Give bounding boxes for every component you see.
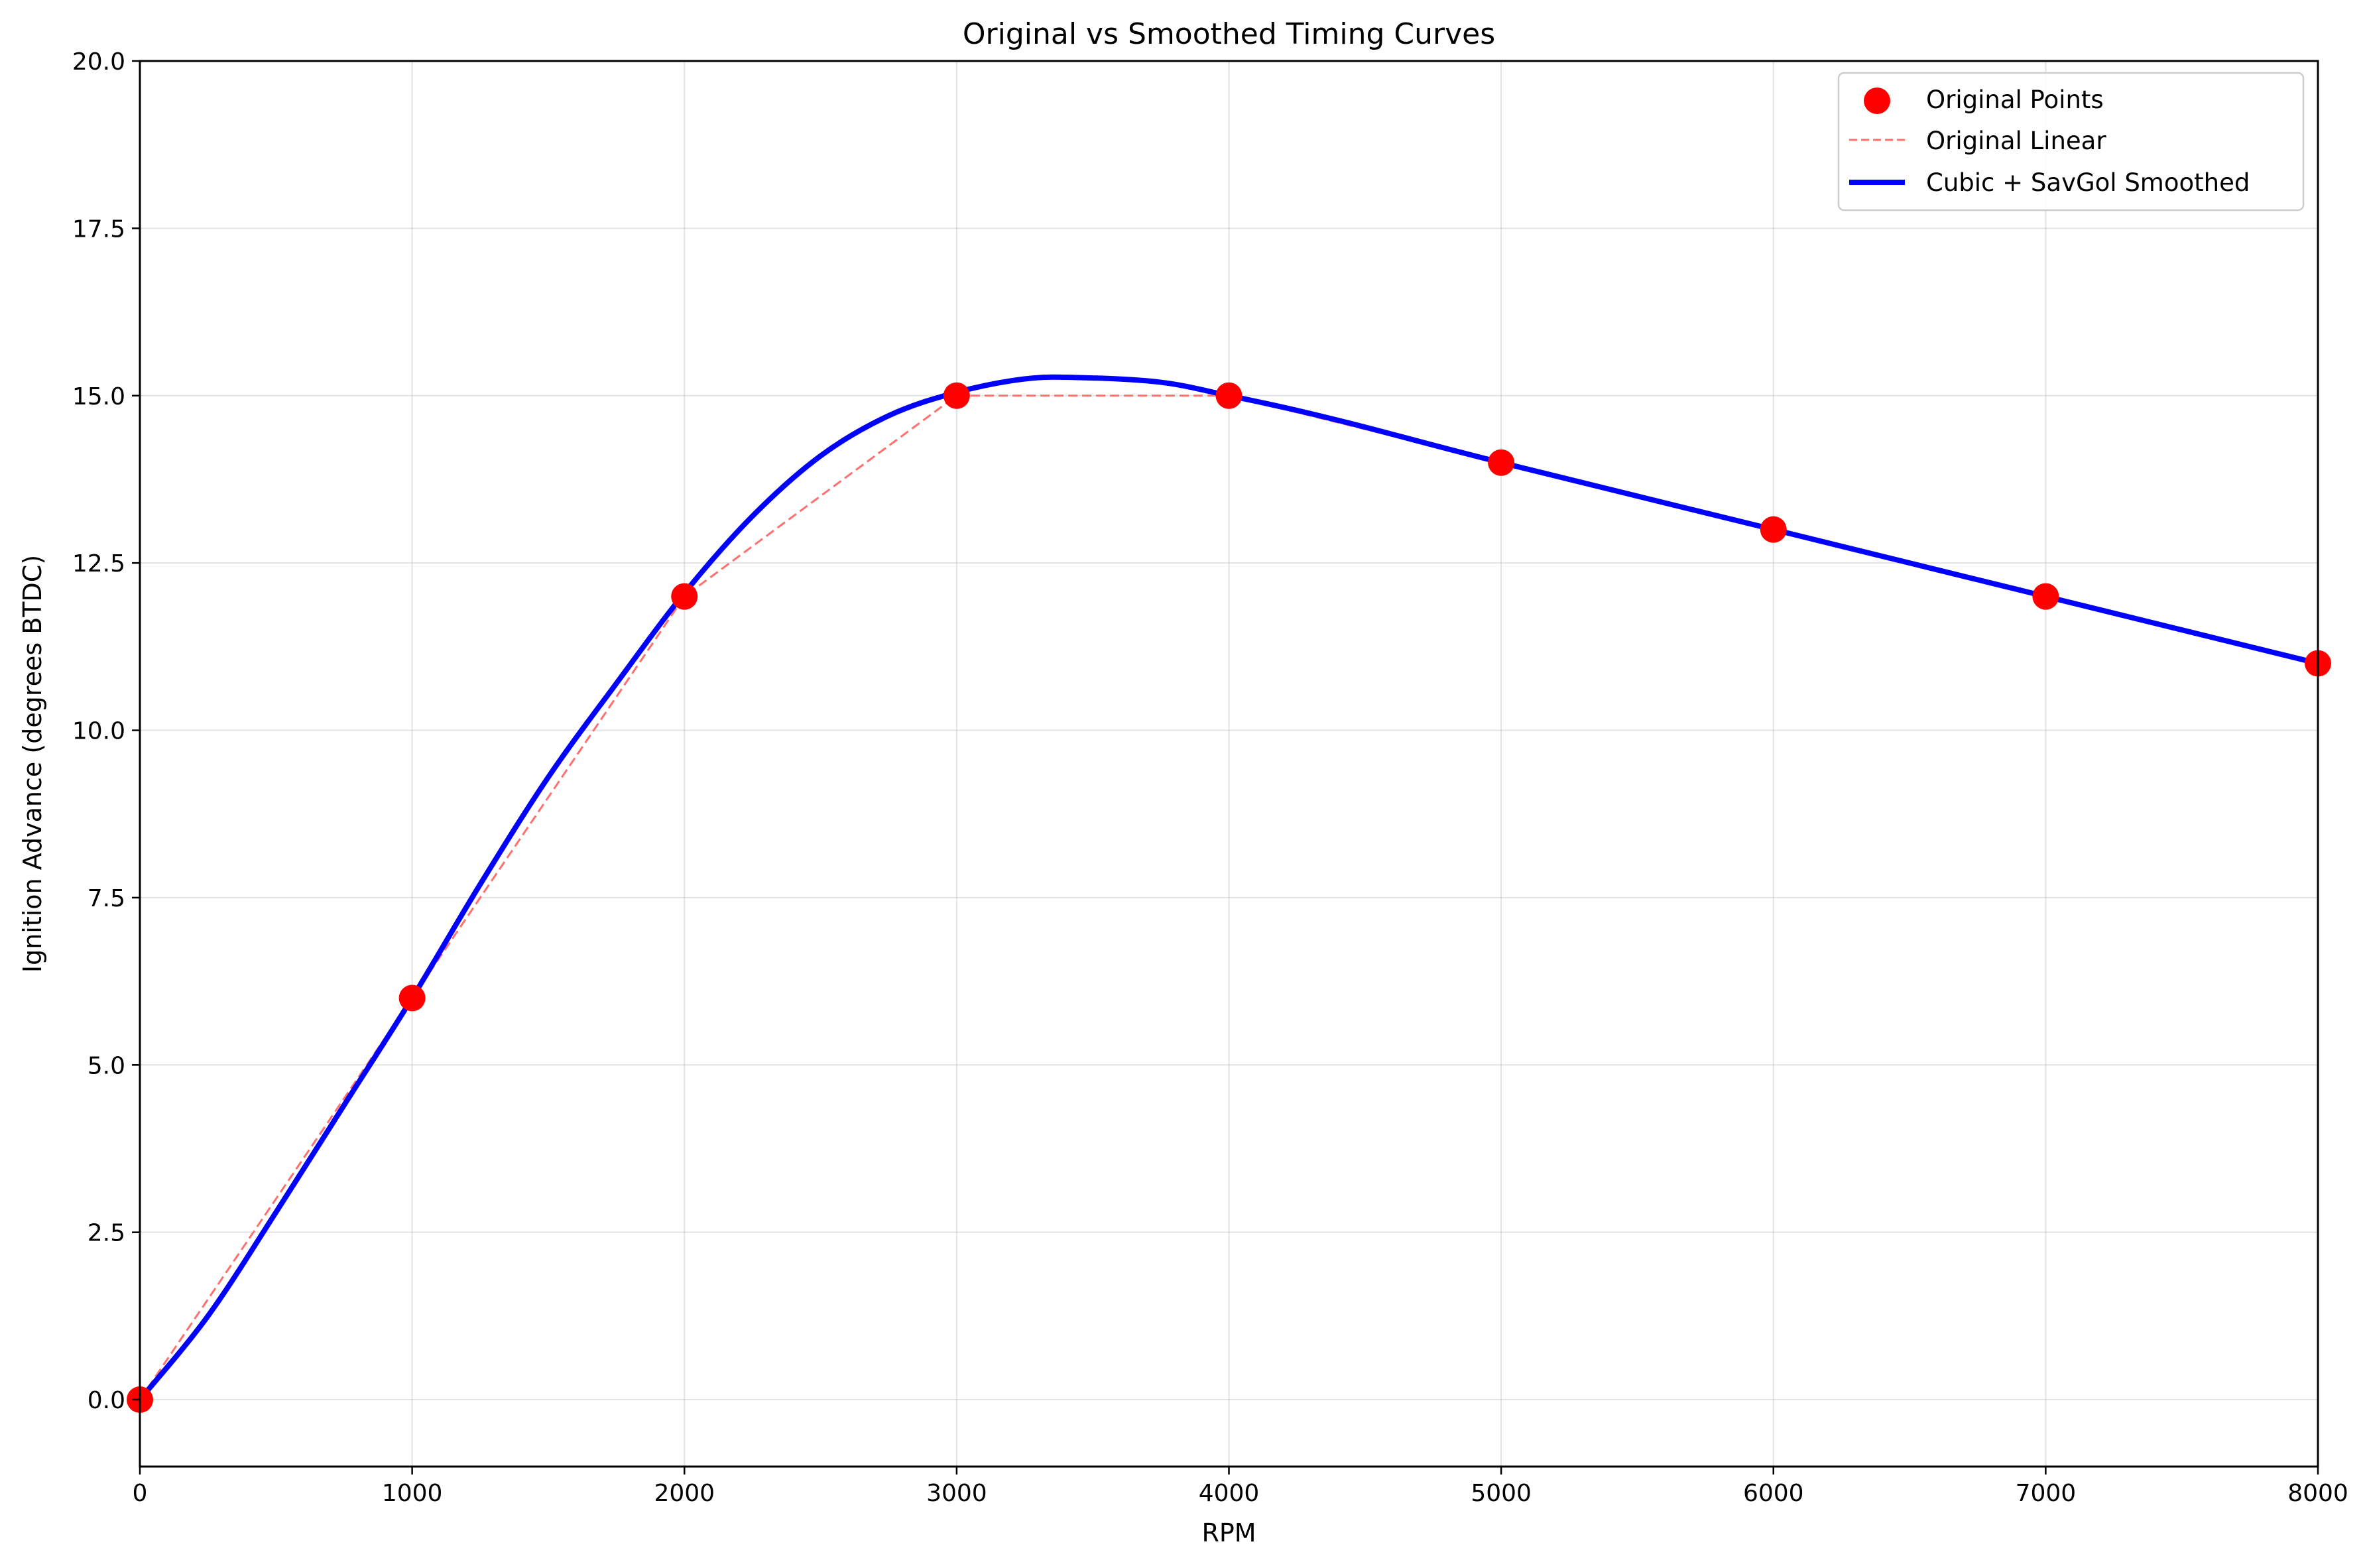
x-tick-label: 2000 <box>654 1480 715 1507</box>
y-tick-label: 10.0 <box>72 718 125 745</box>
data-point-original <box>943 382 970 409</box>
series-smoothed <box>137 374 2319 1402</box>
data-point-original <box>2032 583 2059 610</box>
x-tick-label: 8000 <box>2287 1480 2348 1507</box>
data-point-original <box>398 985 426 1012</box>
legend: Original Points Original Linear Cubic + … <box>1837 72 2305 211</box>
axis-ticks: 0 1000 2000 3000 4000 5000 6000 7000 8000 0.0 2.5 5… <box>72 48 2348 1507</box>
y-tick-label: 20.0 <box>72 48 125 76</box>
x-tick-label: 3000 <box>926 1480 987 1507</box>
y-tick-label: 15.0 <box>72 383 125 410</box>
y-tick-label: 2.5 <box>88 1220 125 1247</box>
data-point-original <box>1215 382 1243 409</box>
x-tick-label: 7000 <box>2016 1480 2077 1507</box>
legend-box <box>1837 72 2305 211</box>
data-point-original <box>1760 516 1787 543</box>
y-tick-label: 17.5 <box>72 215 125 243</box>
y-axis-label: Ignition Advance (degrees BTDC) <box>18 555 47 973</box>
x-axis-label: RPM <box>1201 1518 1256 1547</box>
plot-series <box>127 374 2331 1414</box>
legend-label-original-points: Original Points <box>1926 86 2104 114</box>
x-tick-label: 0 <box>133 1480 148 1507</box>
y-tick-label: 0.0 <box>88 1387 125 1414</box>
x-tick-label: 4000 <box>1199 1480 1260 1507</box>
y-tick-label: 5.0 <box>88 1052 125 1079</box>
y-tick-label: 7.5 <box>88 885 125 912</box>
y-tick-label: 12.5 <box>72 550 125 577</box>
legend-label-smoothed: Cubic + SavGol Smoothed <box>1926 168 2250 197</box>
legend-label-original-linear: Original Linear <box>1926 127 2106 155</box>
data-point-original <box>671 583 698 610</box>
x-tick-label: 5000 <box>1471 1480 1532 1507</box>
x-tick-label: 6000 <box>1743 1480 1804 1507</box>
data-point-original <box>1488 449 1515 476</box>
x-tick-label: 1000 <box>382 1480 443 1507</box>
legend-marker-original-points <box>1864 88 1890 114</box>
chart-title: Original vs Smoothed Timing Curves <box>963 17 1495 51</box>
